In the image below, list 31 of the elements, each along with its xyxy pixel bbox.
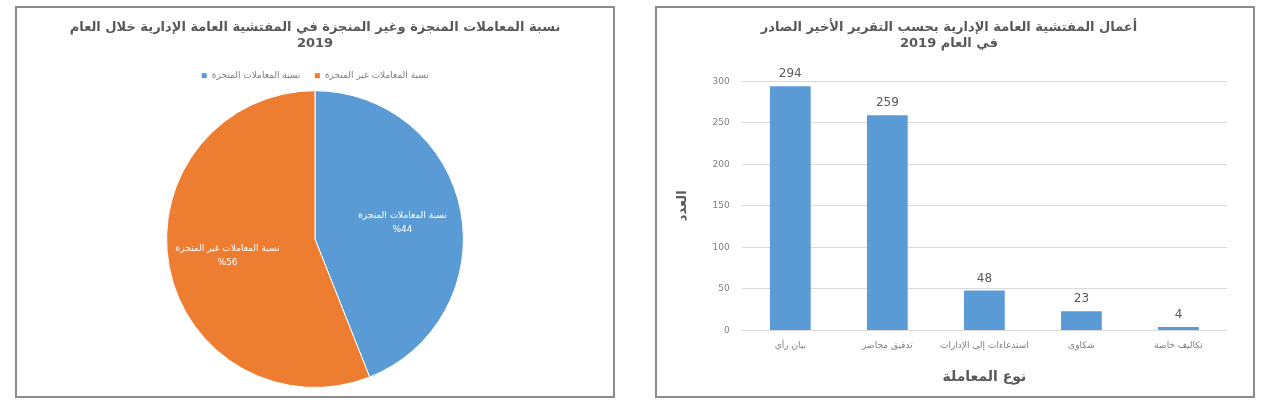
bar — [769, 86, 811, 330]
y-tick-label: 0 — [724, 324, 731, 335]
data-label: 4 — [1174, 307, 1183, 322]
x-tick-label: بيان رأي — [774, 339, 806, 351]
slice-label: نسبة المعاملات غير المنجزة — [175, 243, 280, 254]
x-tick-label: شكاوى — [1068, 340, 1095, 351]
y-tick-label: 200 — [712, 158, 731, 169]
data-label: %56 — [217, 257, 238, 268]
data-label: 23 — [1073, 291, 1090, 306]
y-tick-label: 50 — [718, 283, 731, 294]
bar — [866, 115, 908, 330]
y-tick-label: 300 — [712, 75, 731, 86]
legend-label: نسبة المعاملات المنجزة — [211, 70, 301, 81]
y-tick-label: 100 — [712, 241, 731, 252]
bar — [964, 290, 1005, 330]
data-label: 259 — [875, 95, 899, 110]
y-tick-label: 150 — [712, 200, 731, 211]
legend-label: نسبة المعاملات غير المنجزة — [324, 70, 429, 81]
y-tick-label: 250 — [712, 117, 731, 128]
slice-label: نسبة المعاملات المنجزة — [358, 209, 447, 220]
x-tick-label: تكاليف خاصة — [1154, 340, 1204, 351]
data-label: 294 — [778, 66, 802, 81]
data-label: %44 — [392, 223, 413, 234]
bar — [1158, 327, 1199, 330]
x-tick-label: تدقيق محاضر — [861, 340, 914, 351]
x-tick-label: استدعاءات إلى الإدارات — [940, 340, 1029, 352]
data-label: 48 — [976, 270, 993, 285]
bar — [1061, 311, 1102, 330]
chart-title: أعمال المفتشية العامة الإدارية بحسب التقرير الأخير الصادر في العام 2019 — [759, 18, 1138, 51]
y-axis-title: العدد — [674, 190, 690, 222]
x-axis-title: نوع المعاملة — [942, 368, 1027, 386]
